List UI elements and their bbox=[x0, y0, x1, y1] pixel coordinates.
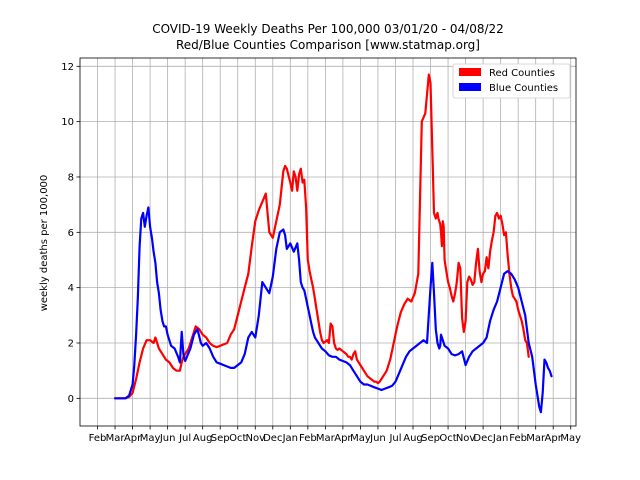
y-tick-label: 2 bbox=[68, 338, 74, 349]
y-axis-label: weekly deaths per 100,000 bbox=[39, 175, 50, 312]
legend-label-blue: Blue Counties bbox=[489, 83, 558, 94]
x-tick-label: Apr bbox=[124, 433, 142, 444]
x-tick-label: Apr bbox=[545, 433, 563, 444]
x-tick-label: Feb bbox=[509, 433, 527, 444]
x-tick-label: Mar bbox=[106, 433, 126, 444]
x-tick-label: May bbox=[350, 433, 371, 444]
blue-counties-line bbox=[113, 206, 553, 414]
x-tick-label: Feb bbox=[299, 433, 317, 444]
x-tick-label: Jan bbox=[492, 433, 508, 444]
y-axis: 0 2 4 6 8 10 12 bbox=[61, 62, 80, 405]
plot-frame bbox=[79, 57, 577, 427]
x-tick-label: Dec bbox=[263, 433, 282, 444]
x-tick-label: Nov bbox=[456, 433, 476, 444]
x-tick-label: May bbox=[560, 433, 581, 444]
legend: Red Counties Blue Counties bbox=[452, 63, 571, 99]
x-tick-label: Jun bbox=[159, 433, 176, 444]
red-counties-line bbox=[113, 73, 530, 400]
x-tick-label: Mar bbox=[526, 433, 546, 444]
x-tick-label: Aug bbox=[193, 433, 213, 444]
x-tick-label: Jan bbox=[282, 433, 298, 444]
x-tick-label: Aug bbox=[403, 433, 423, 444]
x-tick-label: Jun bbox=[369, 433, 386, 444]
y-tick-label: 6 bbox=[68, 228, 74, 239]
x-tick-label: Jul bbox=[178, 433, 191, 444]
x-tick-label: Mar bbox=[316, 433, 336, 444]
chart-subtitle: Red/Blue Counties Comparison [www.statma… bbox=[176, 38, 480, 52]
legend-swatch-blue bbox=[459, 83, 481, 91]
x-tick-label: Oct bbox=[439, 433, 456, 444]
x-tick-label: Feb bbox=[89, 433, 107, 444]
x-tick-label: Dec bbox=[473, 433, 492, 444]
x-tick-label: Jul bbox=[388, 433, 401, 444]
legend-label-red: Red Counties bbox=[489, 68, 555, 79]
legend-box bbox=[452, 63, 571, 99]
series-layer bbox=[113, 73, 553, 414]
y-tick-label: 8 bbox=[68, 172, 74, 183]
x-tick-label: Sep bbox=[211, 433, 230, 444]
y-tick-label: 4 bbox=[68, 283, 74, 294]
chart-title: COVID-19 Weekly Deaths Per 100,000 03/01… bbox=[152, 22, 504, 36]
y-tick-label: 12 bbox=[61, 62, 74, 73]
x-tick-label: Oct bbox=[229, 433, 246, 444]
y-tick-label: 10 bbox=[61, 117, 74, 128]
x-tick-label: Nov bbox=[245, 433, 265, 444]
x-tick-label: May bbox=[140, 433, 161, 444]
x-tick-label: Apr bbox=[334, 433, 352, 444]
x-tick-label: Sep bbox=[421, 433, 440, 444]
y-tick-label: 0 bbox=[68, 394, 74, 405]
legend-swatch-red bbox=[459, 68, 481, 76]
grid-lines bbox=[80, 58, 576, 426]
